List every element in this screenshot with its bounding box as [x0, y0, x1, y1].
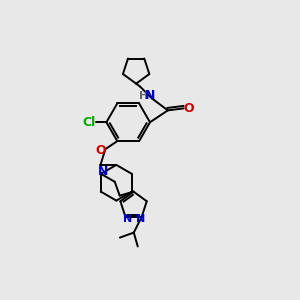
Text: N: N: [123, 214, 132, 224]
Text: N: N: [136, 214, 146, 224]
Text: N: N: [98, 165, 108, 178]
Text: Cl: Cl: [82, 116, 95, 129]
Text: N: N: [145, 89, 155, 102]
Text: O: O: [183, 102, 194, 115]
Text: H: H: [140, 91, 149, 100]
Text: O: O: [95, 144, 106, 157]
